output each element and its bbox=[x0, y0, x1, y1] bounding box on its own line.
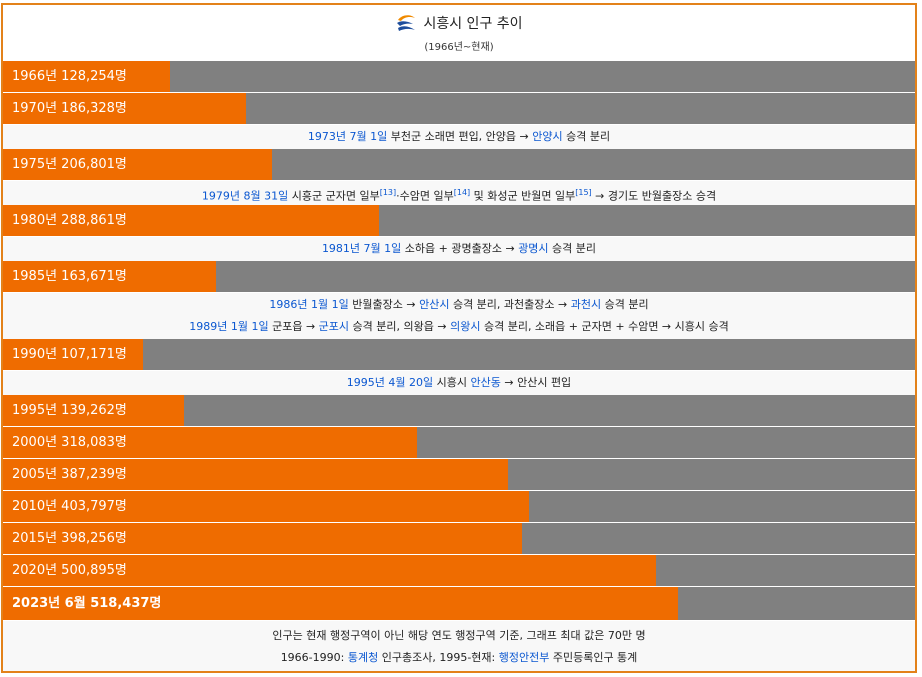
source-link-mois[interactable]: 행정안전부 bbox=[498, 651, 550, 664]
place-link-ansan-dong[interactable]: 안산동 bbox=[470, 376, 501, 389]
bar-fill bbox=[3, 149, 272, 180]
note-text: 승격 분리, 소래읍 + 군자면 + 수암면 → 시흥시 승격 bbox=[480, 320, 729, 333]
bar-fill bbox=[3, 459, 508, 490]
city-link-anyang[interactable]: 안양시 bbox=[532, 130, 563, 143]
bar-fill bbox=[3, 261, 216, 292]
bar-fill bbox=[3, 395, 184, 426]
city-link-uiwang[interactable]: 의왕시 bbox=[450, 320, 481, 333]
siheung-logo-icon bbox=[397, 15, 416, 31]
bar-fill bbox=[3, 555, 656, 586]
bar-fill bbox=[3, 427, 417, 458]
city-link-ansan[interactable]: 안산시 bbox=[419, 298, 450, 311]
footer-sources: 1966-1990: 통계청 인구총조사, 1995-현재: 행정안전부 주민등… bbox=[3, 647, 915, 669]
city-link-gunpo[interactable]: 군포시 bbox=[318, 320, 350, 333]
bar-label: 1970년 186,328명 bbox=[12, 101, 127, 116]
bar-1985: 1985년 163,671명 bbox=[3, 261, 915, 293]
city-link-gwacheon[interactable]: 과천시 bbox=[570, 298, 602, 311]
bar-1980: 1980년 288,861명 bbox=[3, 205, 915, 237]
note-text: 부천군 소래면 편입, 안양읍 → bbox=[387, 130, 533, 143]
bar-2005: 2005년 387,239명 bbox=[3, 459, 915, 491]
page-subtitle: (1966년~현재) bbox=[424, 42, 494, 53]
note-text: 시흥군 군자면 일부 bbox=[288, 189, 380, 203]
date-link[interactable]: 1979년 8월 31일 bbox=[201, 189, 289, 203]
source-link-kostat[interactable]: 통계청 bbox=[347, 651, 379, 664]
bar-label: 2023년 6월 518,437명 bbox=[12, 596, 162, 611]
footer-note: 인구는 현재 행정구역이 아닌 해당 연도 행정구역 기준, 그래프 최대 값은… bbox=[272, 629, 646, 642]
bar-2023: 2023년 6월 518,437명 bbox=[3, 587, 915, 621]
bar-1975: 1975년 206,801명 bbox=[3, 149, 915, 181]
note-1973: 1973년 7월 1일 부천군 소래면 편입, 안양읍 → 안양시 승격 분리 bbox=[3, 125, 915, 149]
note-text: → 경기도 반월출장소 승격 bbox=[591, 189, 717, 203]
bar-label: 2000년 318,083명 bbox=[12, 435, 127, 450]
bar-fill bbox=[3, 587, 678, 620]
bar-1970: 1970년 186,328명 bbox=[3, 93, 915, 125]
ref-link[interactable]: [13] bbox=[379, 188, 397, 197]
date-link[interactable]: 1989년 1월 1일 bbox=[189, 320, 269, 333]
note-text: 승격 분리, 과천출장소 → bbox=[449, 298, 571, 311]
bar-label: 1975년 206,801명 bbox=[12, 157, 127, 172]
note-text: ·수암면 일부 bbox=[396, 189, 454, 203]
bar-1990: 1990년 107,171명 bbox=[3, 339, 915, 371]
ref-link[interactable]: [15] bbox=[575, 188, 592, 197]
note-1981: 1981년 7월 1일 소하읍 + 광명출장소 → 광명시 승격 분리 bbox=[3, 237, 915, 261]
footer-text: 1966-1990: bbox=[280, 651, 348, 664]
note-1995: 1995년 4월 20일 시흥시 안산동 → 안산시 편입 bbox=[3, 371, 915, 395]
bar-label: 2005년 387,239명 bbox=[12, 467, 127, 482]
city-link-gwangmyeong[interactable]: 광명시 bbox=[518, 242, 549, 255]
note-text: 반월출장소 → bbox=[348, 298, 420, 311]
date-link[interactable]: 1973년 7월 1일 bbox=[307, 130, 388, 143]
footer-text: 인구총조사, 1995-현재: bbox=[378, 651, 499, 664]
date-link[interactable]: 1986년 1월 1일 bbox=[269, 298, 349, 311]
bar-label: 1995년 139,262명 bbox=[12, 403, 127, 418]
bar-1966: 1966년 128,254명 bbox=[3, 61, 915, 93]
title-row: 시흥시 인구 추이 bbox=[3, 12, 915, 34]
population-infobox: 시흥시 인구 추이 (1966년~현재) 1966년 128,254명 1970… bbox=[1, 3, 917, 673]
note-text: 소하읍 + 광명출장소 → bbox=[401, 242, 519, 255]
bar-2020: 2020년 500,895명 bbox=[3, 555, 915, 587]
note-text: 승격 분리 bbox=[601, 298, 649, 311]
bar-label: 1990년 107,171명 bbox=[12, 347, 127, 362]
bar-label: 2020년 500,895명 bbox=[12, 563, 127, 578]
note-1979: 1979년 8월 31일 시흥군 군자면 일부[13]·수암면 일부[14] 및… bbox=[3, 181, 915, 205]
bar-label: 2015년 398,256명 bbox=[12, 531, 127, 546]
page-title: 시흥시 인구 추이 bbox=[423, 16, 523, 32]
ref-link[interactable]: [14] bbox=[453, 188, 471, 197]
bar-2000: 2000년 318,083명 bbox=[3, 427, 915, 459]
note-text: 군포읍 → bbox=[268, 320, 319, 333]
infobox-header: 시흥시 인구 추이 (1966년~현재) bbox=[3, 5, 915, 61]
bar-fill bbox=[3, 93, 246, 124]
note-text: 승격 분리, 의왕읍 → bbox=[349, 320, 451, 333]
infobox-footer: 인구는 현재 행정구역이 아닌 해당 연도 행정구역 기준, 그래프 최대 값은… bbox=[3, 621, 915, 671]
bar-label: 1985년 163,671명 bbox=[12, 269, 127, 284]
bar-fill bbox=[3, 61, 170, 92]
bar-2010: 2010년 403,797명 bbox=[3, 491, 915, 523]
note-text: 승격 분리 bbox=[548, 242, 597, 255]
date-link[interactable]: 1981년 7월 1일 bbox=[321, 242, 402, 255]
footer-text: 주민등록인구 통계 bbox=[549, 651, 638, 664]
note-text: 승격 분리 bbox=[562, 130, 611, 143]
note-text: 및 화성군 반월면 일부 bbox=[470, 189, 576, 203]
bar-fill bbox=[3, 339, 143, 370]
note-text: 시흥시 bbox=[433, 376, 471, 389]
note-1986-1989: 1986년 1월 1일 반월출장소 → 안산시 승격 분리, 과천출장소 → 과… bbox=[3, 293, 915, 339]
bar-2015: 2015년 398,256명 bbox=[3, 523, 915, 555]
bar-1995: 1995년 139,262명 bbox=[3, 395, 915, 427]
bar-fill bbox=[3, 491, 529, 522]
date-link[interactable]: 1995년 4월 20일 bbox=[346, 376, 434, 389]
bar-label: 2010년 403,797명 bbox=[12, 499, 127, 514]
bar-fill bbox=[3, 523, 522, 554]
note-text: → 안산시 편입 bbox=[500, 376, 572, 389]
bar-label: 1980년 288,861명 bbox=[12, 213, 127, 228]
bar-label: 1966년 128,254명 bbox=[12, 69, 127, 84]
bar-fill bbox=[3, 205, 379, 236]
